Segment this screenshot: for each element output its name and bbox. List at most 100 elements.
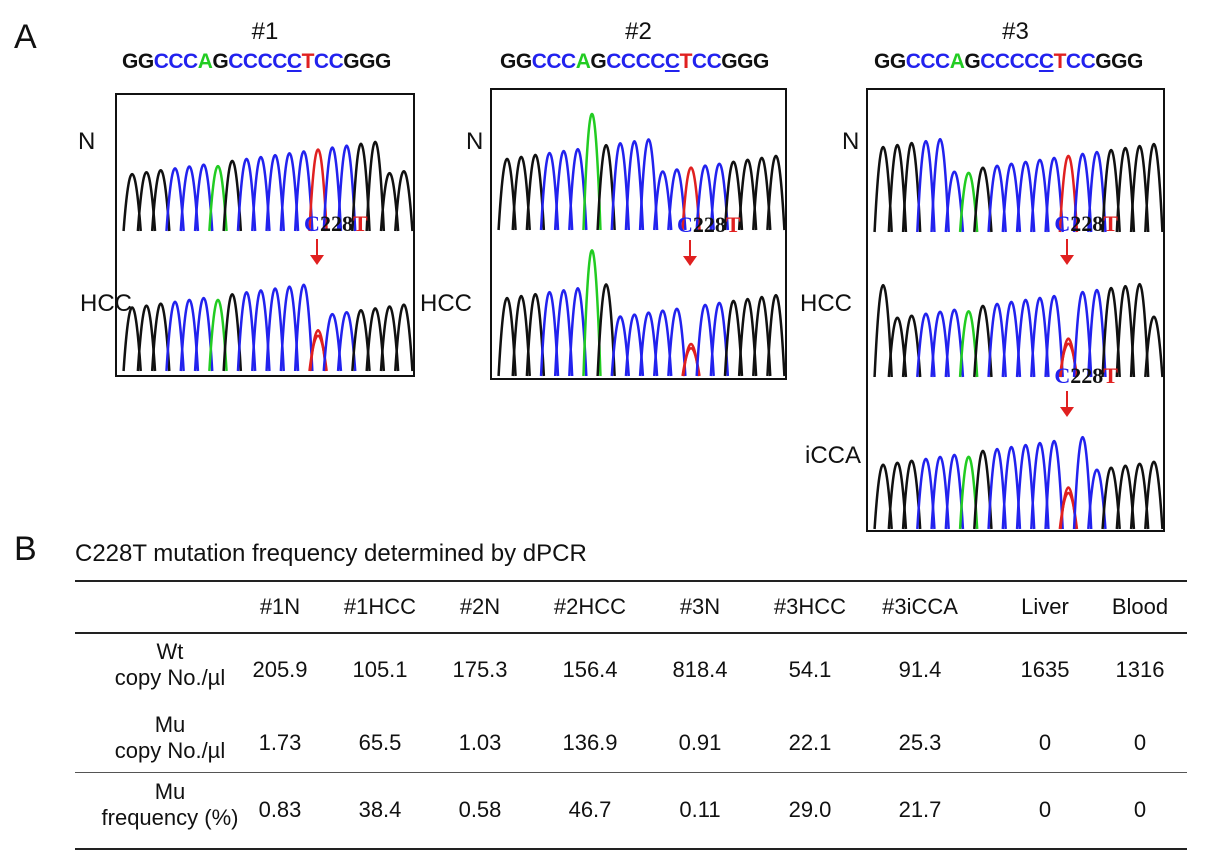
- peak-C: [1030, 441, 1050, 530]
- base-G: G: [874, 50, 890, 73]
- peak-C: [610, 141, 631, 231]
- peak-C: [709, 301, 730, 377]
- base-C: C: [228, 50, 243, 73]
- chromatogram-box: [866, 88, 1165, 532]
- base-C: C: [691, 50, 707, 73]
- peak-C: [1044, 295, 1064, 378]
- row-label-hcc: HCC: [80, 290, 132, 317]
- peak-G: [723, 300, 744, 377]
- peak-C: [638, 138, 659, 231]
- column-header: Liver: [1021, 594, 1069, 619]
- mutation-pos: 228: [692, 212, 726, 237]
- peak-C: [193, 163, 214, 232]
- column-header: Blood: [1111, 594, 1169, 619]
- base-C: C: [561, 50, 576, 73]
- peak-C: [265, 154, 285, 232]
- base-C: C: [905, 50, 921, 73]
- peak-G: [737, 298, 758, 377]
- base-C: C: [286, 50, 302, 73]
- peak-C: [293, 283, 314, 372]
- mutation-label: C228T: [304, 211, 368, 237]
- peak-C: [944, 308, 965, 378]
- table-cell: 136.9: [562, 730, 618, 755]
- peak-C: [251, 289, 271, 372]
- table-cell: 205.9: [252, 657, 308, 682]
- table-cell: 0: [1038, 730, 1052, 755]
- peak-G: [596, 143, 616, 231]
- peak-A: [582, 112, 602, 231]
- peak-C: [539, 290, 560, 377]
- base-C: C: [920, 50, 936, 73]
- base-C: C: [994, 50, 1010, 73]
- base-G: G: [721, 50, 738, 73]
- base-G: G: [359, 50, 375, 73]
- peak-G: [525, 154, 546, 231]
- base-C: C: [531, 50, 547, 73]
- peak-G: [497, 297, 517, 377]
- peak-C: [624, 140, 645, 231]
- table-cell: 1.73: [258, 730, 302, 755]
- column-header: #2N: [459, 594, 501, 619]
- peak-G: [1144, 460, 1163, 530]
- peak-C: [193, 297, 214, 372]
- table-cell: 46.7: [568, 797, 612, 822]
- mutation-wt: C: [677, 212, 693, 237]
- peak-T: [1058, 154, 1079, 233]
- peak-C: [553, 288, 574, 377]
- peak-C: [916, 139, 936, 233]
- table-cell: 818.4: [672, 657, 728, 682]
- peak-G: [1115, 146, 1136, 233]
- table-cell: 65.5: [358, 730, 402, 755]
- peak-C: [293, 150, 314, 232]
- sample-id: #2: [625, 18, 652, 45]
- peak-G: [901, 141, 922, 233]
- table-cell: 0.11: [679, 797, 721, 822]
- table-cell: 0: [1133, 797, 1147, 822]
- base-C: C: [1038, 50, 1054, 73]
- base-T: T: [301, 50, 315, 73]
- panel-a-label: A: [14, 18, 37, 56]
- base-T: T: [1053, 50, 1067, 73]
- peak-G: [351, 142, 371, 232]
- peak-C: [1087, 288, 1107, 378]
- row-label-n: N: [466, 128, 484, 155]
- peak-G: [752, 156, 772, 231]
- table-cell: 29.0: [788, 797, 832, 822]
- peak-T: [308, 148, 328, 232]
- table-cell: 54.1: [788, 657, 832, 682]
- base-C: C: [1065, 50, 1081, 73]
- base-G: G: [500, 50, 516, 73]
- peak-C: [1044, 439, 1064, 530]
- peak-G: [1144, 315, 1163, 378]
- base-C: C: [935, 50, 950, 73]
- chromatogram-trace: [122, 283, 413, 372]
- mutation-wt: C: [1054, 363, 1071, 388]
- peak-C: [336, 144, 357, 232]
- base-G: G: [889, 50, 906, 73]
- peak-C: [236, 158, 257, 232]
- table-cell: 105.1: [352, 657, 408, 682]
- panel-b-label: B: [14, 530, 37, 568]
- base-G: G: [212, 50, 229, 73]
- peak-C: [944, 453, 965, 530]
- mutation-mu: T: [725, 212, 741, 237]
- mutation-arrow-icon: [1060, 391, 1075, 417]
- mutation-arrow-icon: [1060, 239, 1075, 265]
- peak-G: [222, 293, 243, 372]
- table-cell: 0.83: [258, 797, 302, 822]
- base-C: C: [606, 50, 621, 73]
- chromatogram-box: [490, 88, 787, 380]
- base-C: C: [1024, 50, 1039, 73]
- row-label: Mu: [154, 779, 186, 804]
- base-C: C: [153, 50, 169, 73]
- base-G: G: [374, 50, 391, 73]
- peak-G: [887, 143, 908, 233]
- peak-C: [1015, 299, 1036, 378]
- table-bottom-rule: [75, 848, 1187, 850]
- base-C: C: [272, 50, 287, 73]
- peak-C: [930, 455, 950, 530]
- chromatogram-trace: [497, 249, 785, 377]
- mutation-wt: C: [1054, 211, 1071, 236]
- peak-C: [1087, 151, 1107, 233]
- base-G: G: [1126, 50, 1143, 73]
